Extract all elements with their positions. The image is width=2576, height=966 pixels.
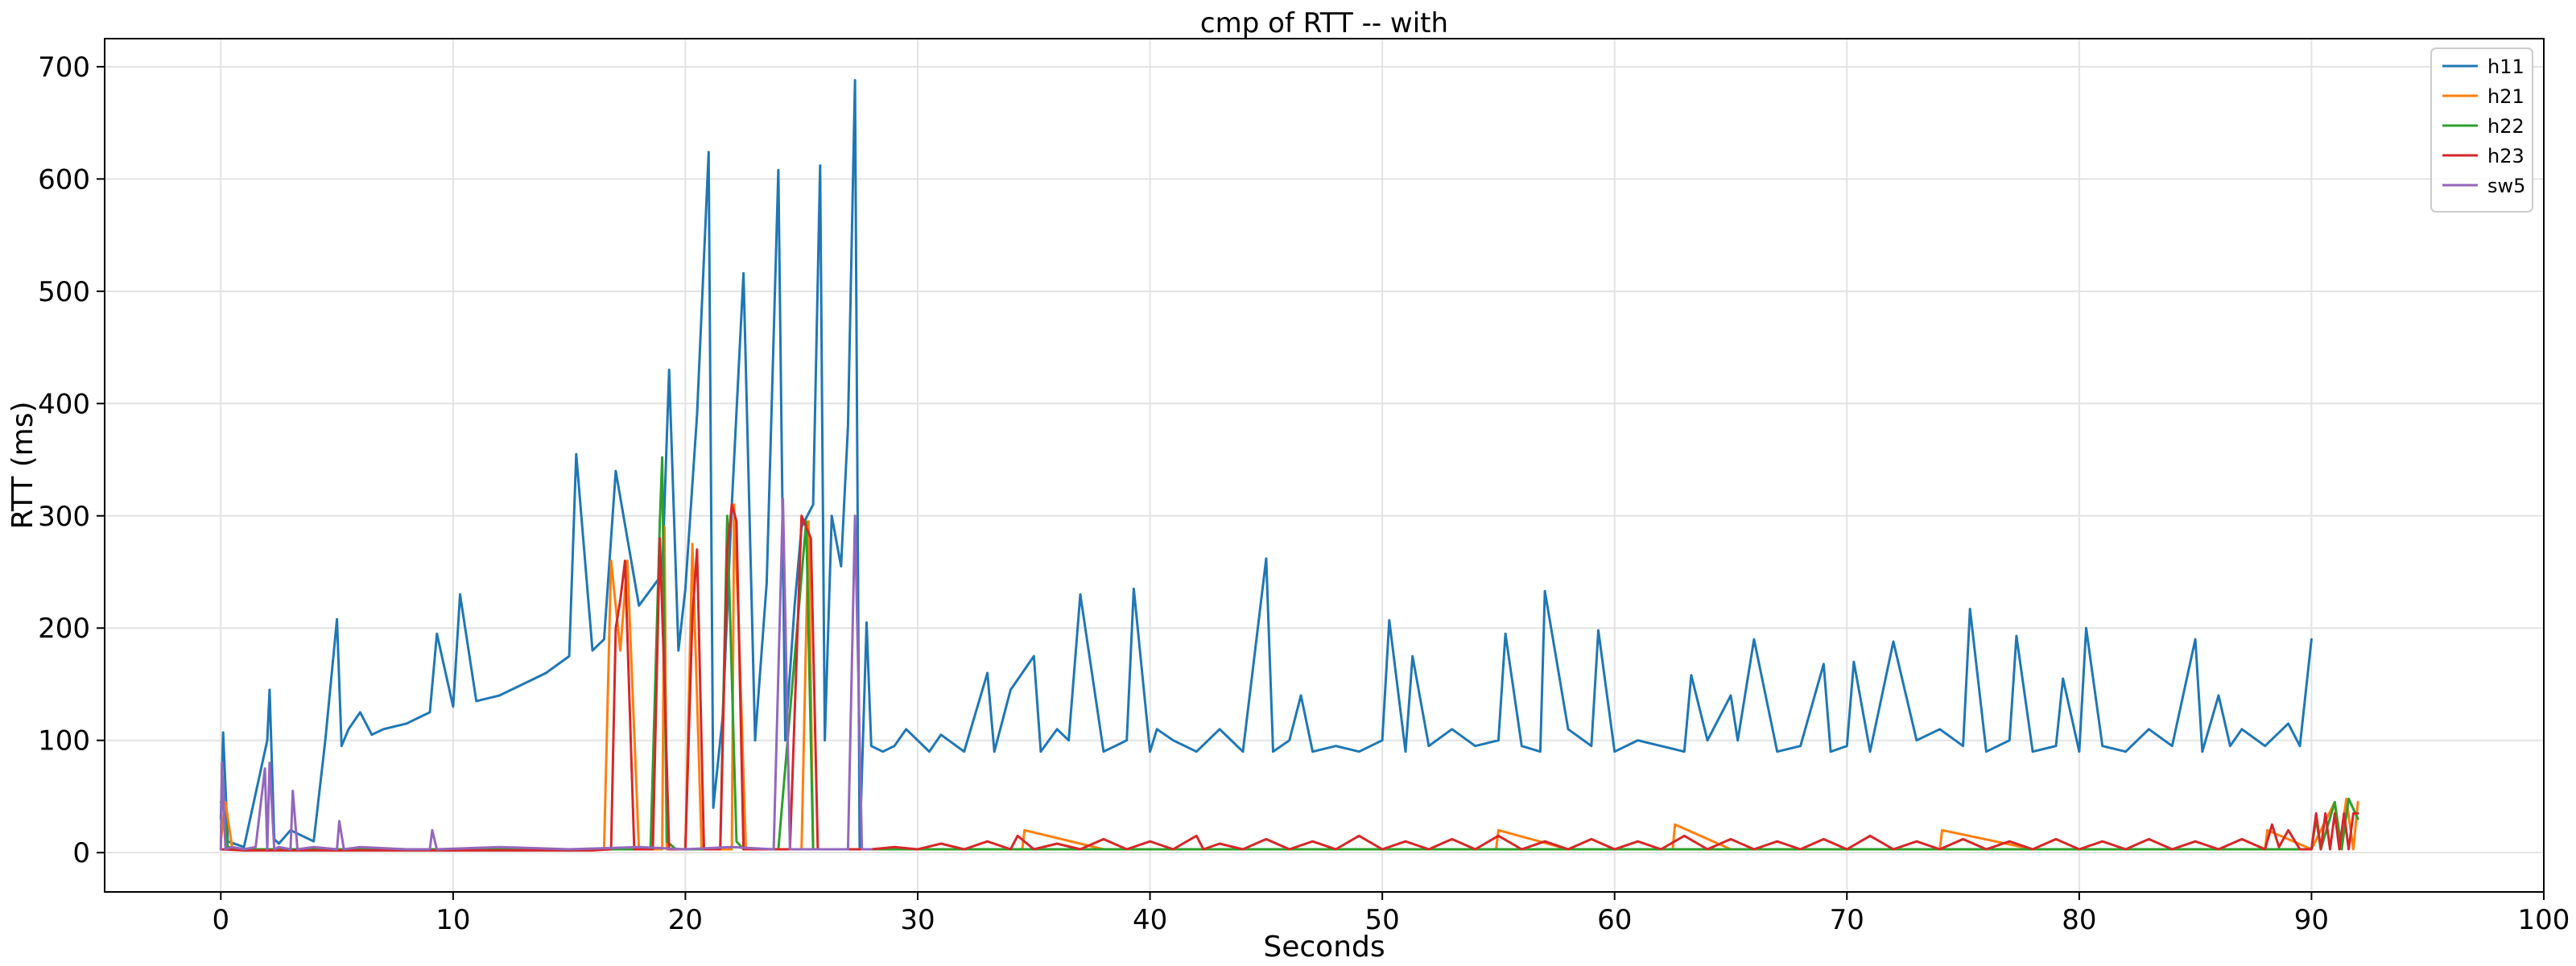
legend-item-sw5: sw5 xyxy=(2442,175,2525,197)
series-line-h23 xyxy=(219,503,2359,852)
series-line-sw5 xyxy=(219,497,873,851)
y-tick-label: 0 xyxy=(72,837,90,869)
legend-label: h22 xyxy=(2487,115,2524,138)
legend-label: h11 xyxy=(2487,56,2524,78)
x-tick-label: 40 xyxy=(1133,904,1167,936)
x-tick-label: 90 xyxy=(2294,904,2329,936)
legend-label: h23 xyxy=(2487,145,2524,167)
legend-item-h22: h22 xyxy=(2442,115,2524,138)
legend-label: h21 xyxy=(2487,85,2524,108)
y-tick-label: 200 xyxy=(38,613,90,645)
legend-item-h11: h11 xyxy=(2442,56,2524,78)
y-tick-label: 500 xyxy=(38,276,90,308)
x-tick-label: 70 xyxy=(1830,904,1864,936)
y-axis-title: RTT (ms) xyxy=(6,401,39,529)
y-tick-label: 300 xyxy=(38,501,90,533)
x-tick-label: 20 xyxy=(668,904,703,936)
x-axis-title: Seconds xyxy=(1263,931,1385,964)
chart-title: cmp of RTT -- with xyxy=(1200,7,1448,39)
x-tick-label: 10 xyxy=(436,904,470,936)
series-line-h21 xyxy=(219,503,2359,852)
plot-frame xyxy=(104,38,2545,893)
x-tick-label: 30 xyxy=(900,904,935,936)
y-tick-label: 100 xyxy=(38,725,90,758)
legend-item-h23: h23 xyxy=(2442,145,2524,167)
x-tick-label: 50 xyxy=(1365,904,1400,936)
x-tick-label: 80 xyxy=(2062,904,2096,936)
series-line-h11 xyxy=(219,79,2313,848)
x-tick-label: 60 xyxy=(1597,904,1632,936)
x-tick-label: 0 xyxy=(212,904,229,936)
series-lines xyxy=(219,79,2359,852)
x-tick-label: 100 xyxy=(2518,904,2570,936)
y-tick-label: 400 xyxy=(38,388,90,420)
legend-box xyxy=(2430,47,2533,213)
x-axis-ticks: 0 10 20 30 40 50 60 70 80 90 100 xyxy=(212,892,2570,936)
y-tick-label: 700 xyxy=(38,52,90,84)
grid xyxy=(105,39,2545,892)
legend: h11 h21 h22 h23 sw5 xyxy=(2430,47,2533,213)
y-axis-ticks: 0 100 200 300 400 500 600 700 xyxy=(38,52,105,869)
legend-item-h21: h21 xyxy=(2442,85,2524,108)
legend-label: sw5 xyxy=(2487,175,2525,197)
y-tick-label: 600 xyxy=(38,163,90,196)
